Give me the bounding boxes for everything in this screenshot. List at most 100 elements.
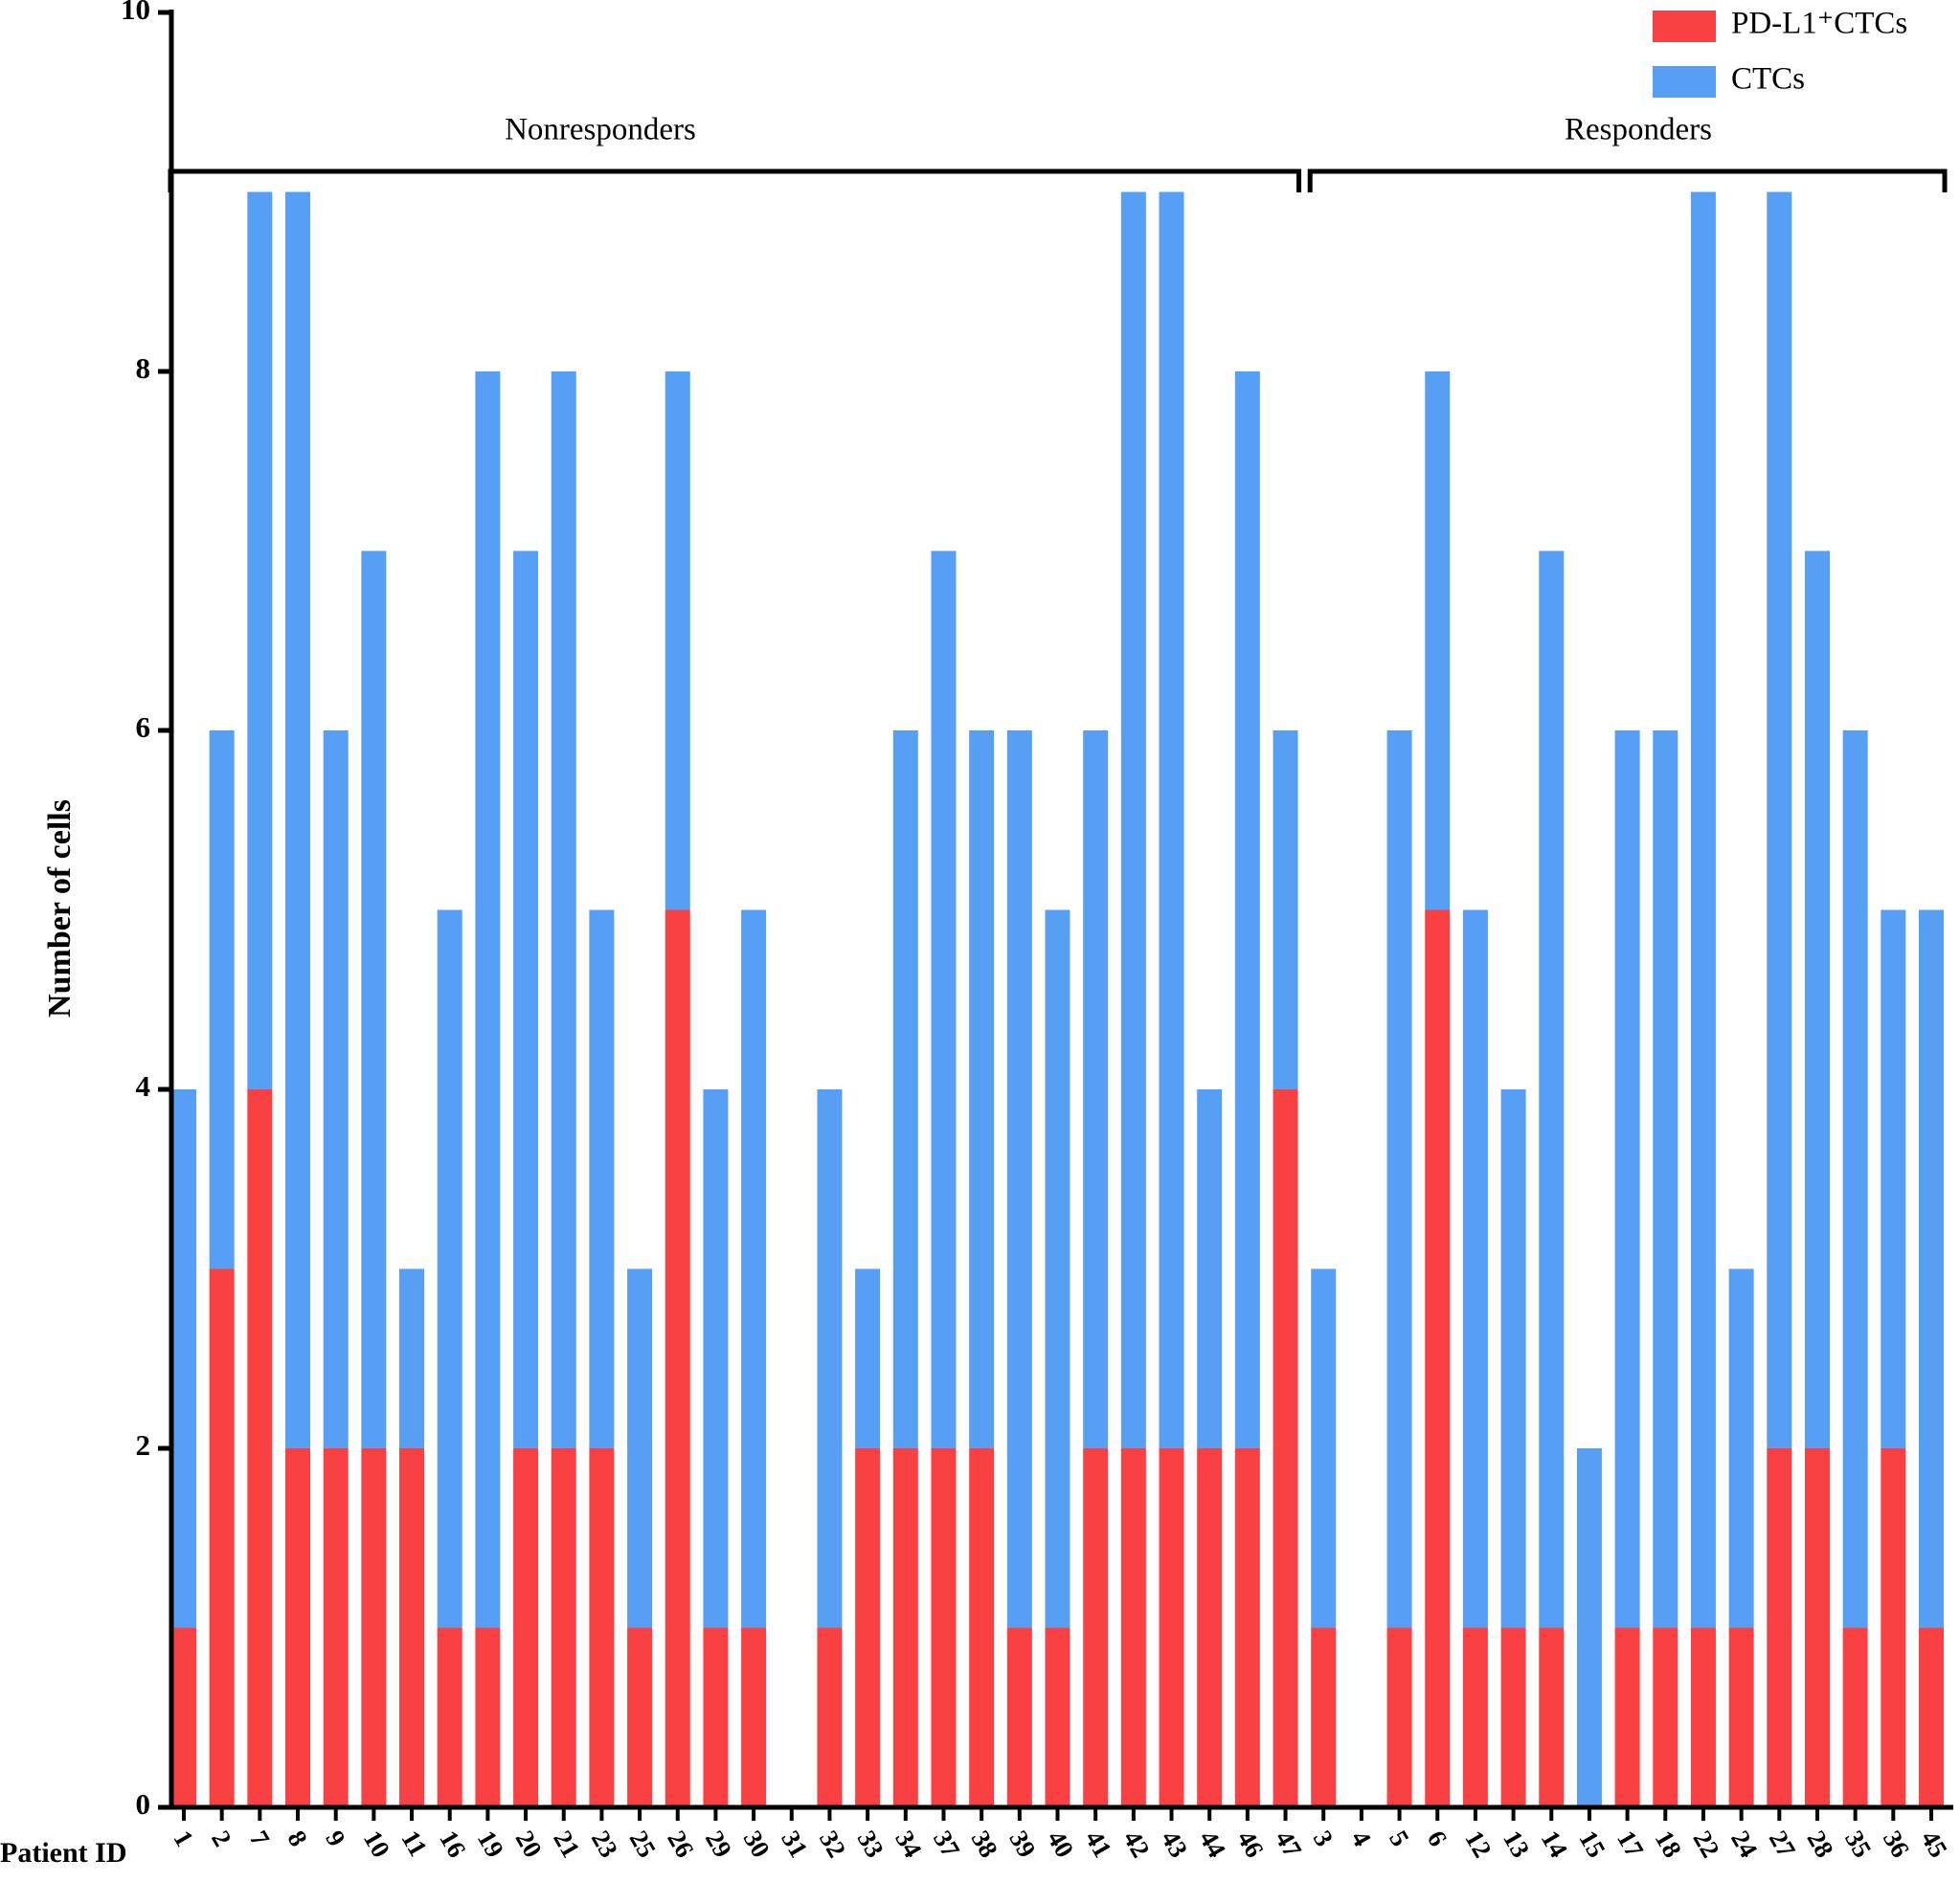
x-tick-label: 35	[1839, 1826, 1877, 1862]
bar-segment	[1386, 1627, 1412, 1807]
bar-segment	[1576, 1448, 1602, 1807]
x-tick-label: 15	[1573, 1826, 1611, 1862]
y-tick-label: 6	[136, 710, 151, 744]
x-tick-label: 6	[1422, 1826, 1453, 1851]
y-tick-label: 2	[136, 1428, 151, 1462]
bar-segment	[892, 1448, 918, 1807]
bar-segment	[1006, 730, 1032, 1628]
bar-segment	[1919, 909, 1944, 1628]
bar-segment	[551, 1448, 576, 1807]
bar-segment	[1919, 1627, 1944, 1807]
legend-swatch	[1653, 11, 1716, 42]
bar-segment	[1842, 1627, 1868, 1807]
y-tick-label: 10	[121, 0, 150, 26]
bar-segment	[1045, 1627, 1070, 1807]
x-tick-label: 47	[1270, 1826, 1307, 1862]
y-tick-label: 0	[136, 1787, 151, 1821]
bar-segment	[1728, 1627, 1754, 1807]
x-tick-label: 19	[472, 1826, 509, 1862]
bar-segment	[665, 909, 690, 1807]
bar-segment	[1006, 1627, 1032, 1807]
bar-segment	[247, 191, 273, 1089]
bar-segment	[475, 371, 501, 1628]
bar-segment	[1804, 550, 1830, 1448]
bar-segment	[703, 1627, 729, 1807]
x-tick-label: 33	[852, 1826, 890, 1862]
bar-segment	[1653, 1627, 1678, 1807]
x-tick-label: 9	[320, 1826, 351, 1851]
y-tick-label: 4	[136, 1069, 151, 1103]
bar-segment	[209, 730, 235, 1269]
bar-segment	[1690, 191, 1716, 1628]
legend-swatch	[1653, 66, 1716, 98]
bar-segment	[1197, 1089, 1223, 1448]
bar-segment	[171, 1627, 196, 1807]
x-tick-label: 4	[1345, 1826, 1377, 1851]
bar-segment	[703, 1089, 729, 1628]
bar-segment	[1653, 730, 1678, 1628]
bar-segment	[1462, 909, 1488, 1628]
bar-segment	[1425, 909, 1451, 1807]
bar-segment	[931, 550, 957, 1448]
x-tick-label: 26	[662, 1826, 699, 1862]
x-tick-label: 28	[1801, 1826, 1838, 1862]
x-axis-label: Patient ID	[0, 1837, 126, 1869]
bar-segment	[1120, 1448, 1146, 1807]
bar-segment	[1614, 730, 1640, 1628]
x-tick-label: 29	[700, 1826, 737, 1862]
x-tick-label: 17	[1611, 1826, 1649, 1862]
bar-segment	[1273, 1089, 1298, 1807]
bar-segment	[741, 909, 767, 1628]
bar-segment	[247, 1089, 273, 1807]
bar-segment	[1425, 371, 1451, 910]
bar-segment	[627, 1627, 653, 1807]
bar-segment	[285, 1448, 311, 1807]
bar-segment	[285, 191, 311, 1448]
x-tick-label: 42	[1117, 1826, 1155, 1862]
x-tick-label: 16	[434, 1826, 471, 1862]
x-tick-label: 21	[548, 1826, 585, 1862]
bar-segment	[323, 1448, 349, 1807]
bar-segment	[1842, 730, 1868, 1628]
bar-segment	[1045, 909, 1070, 1628]
bar-segment	[1462, 1627, 1488, 1807]
bar-segment	[1386, 730, 1412, 1628]
bar-segment	[513, 550, 539, 1448]
bar-segment	[1500, 1089, 1526, 1628]
x-tick-label: 37	[928, 1826, 965, 1862]
bar-segment	[931, 1448, 957, 1807]
x-tick-label: 45	[1915, 1826, 1952, 1862]
bar-segment	[1767, 1448, 1792, 1807]
x-tick-label: 41	[1080, 1826, 1117, 1862]
bar-segment	[665, 371, 690, 910]
x-tick-label: 43	[1156, 1826, 1193, 1862]
bar-segment	[437, 1627, 462, 1807]
x-tick-label: 24	[1725, 1826, 1763, 1862]
x-tick-label: 44	[1194, 1826, 1231, 1862]
x-tick-label: 38	[966, 1826, 1003, 1862]
x-tick-label: 11	[395, 1826, 433, 1861]
bar-segment	[1083, 730, 1109, 1448]
bar-segment	[399, 1448, 425, 1807]
x-tick-label: 7	[244, 1826, 276, 1851]
bar-segment	[475, 1627, 501, 1807]
group-bracket	[168, 168, 1302, 192]
x-tick-label: 18	[1650, 1826, 1687, 1862]
bar-segment	[1311, 1268, 1337, 1628]
bar-segment	[1500, 1627, 1526, 1807]
x-tick-label: 13	[1498, 1826, 1535, 1862]
bar-segment	[1728, 1268, 1754, 1628]
bar-segment	[171, 1089, 196, 1628]
x-tick-label: 31	[776, 1826, 813, 1862]
x-tick-label: 30	[738, 1826, 776, 1862]
bar-segment	[513, 1448, 539, 1807]
bar-segment	[1311, 1627, 1337, 1807]
bar-segment	[1273, 730, 1298, 1089]
bar-segment	[969, 730, 995, 1448]
x-tick-label: 46	[1231, 1826, 1269, 1862]
bar-segment	[1120, 191, 1146, 1448]
x-tick-label: 22	[1687, 1826, 1724, 1862]
bar-segment	[551, 371, 576, 1448]
y-axis-label: Number of cells	[42, 799, 78, 1018]
